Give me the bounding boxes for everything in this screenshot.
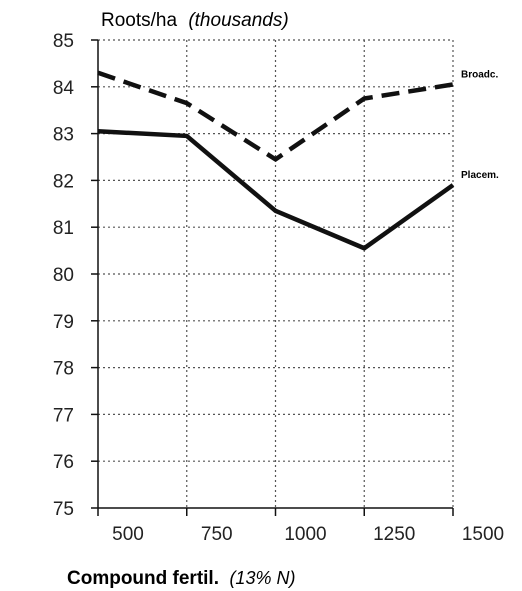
x-axis-label: Compound fertil. (13% N) [67, 568, 295, 589]
series-label: Placem. [461, 170, 499, 181]
y-tick-label: 82 [53, 171, 74, 192]
chart-title-text: Roots/ha [101, 10, 177, 31]
y-tick-label: 84 [53, 78, 75, 99]
x-tick-label: 1500 [462, 524, 504, 545]
x-tick-label: 750 [201, 524, 233, 545]
series-lines [97, 70, 455, 251]
series-line [97, 70, 454, 162]
y-tick-label: 81 [53, 218, 74, 239]
x-axis-ticks: 500 750 1000 1250 1500 [97, 508, 504, 545]
y-tick-label: 76 [53, 452, 74, 473]
y-tick-label: 80 [53, 265, 74, 286]
y-tick-label: 83 [53, 125, 74, 146]
y-tick-label: 78 [53, 359, 74, 380]
x-axis-label-unit: (13% N) [229, 568, 295, 588]
x-tick-label: 500 [112, 524, 144, 545]
y-tick-label: 77 [53, 405, 74, 426]
y-tick-label: 75 [53, 499, 74, 520]
chart-title-unit: (thousands) [188, 10, 288, 31]
series-label: Broadc. [461, 69, 498, 80]
series-labels: Broadc. Placem. [461, 69, 499, 181]
chart-title: Roots/ha (thousands) [101, 10, 289, 31]
vertical-gridlines [186, 40, 454, 508]
series-line [97, 129, 455, 251]
x-tick-label: 1250 [373, 524, 415, 545]
y-axis-ticks: 75 76 77 78 79 80 81 82 83 84 85 [53, 31, 98, 520]
x-axis-label-text: Compound fertil. [67, 568, 219, 589]
y-tick-label: 79 [53, 312, 74, 333]
y-tick-label: 85 [53, 31, 74, 52]
x-tick-label: 1000 [284, 524, 326, 545]
